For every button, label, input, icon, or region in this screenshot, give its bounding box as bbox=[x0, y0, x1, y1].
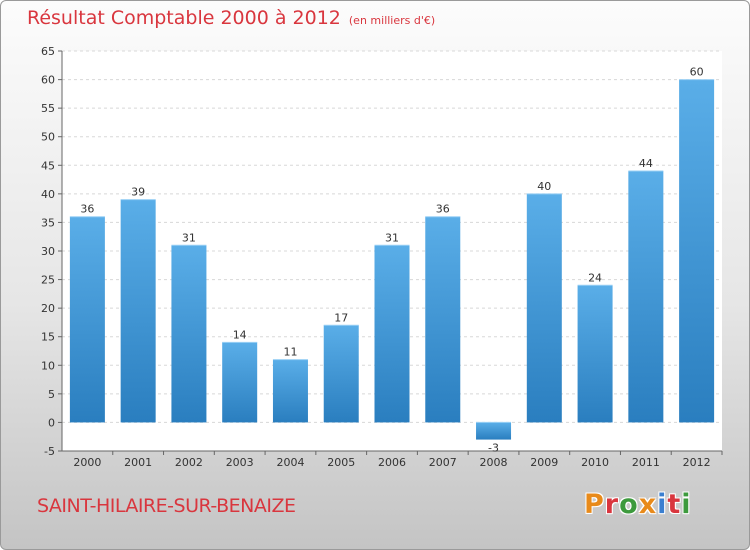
y-tick-label: 65 bbox=[41, 45, 55, 58]
value-label: 44 bbox=[639, 157, 653, 170]
bar-2006 bbox=[374, 245, 410, 423]
value-label: 17 bbox=[334, 311, 348, 324]
logo-letter: i bbox=[681, 489, 692, 520]
value-label: -3 bbox=[488, 442, 499, 455]
value-label: 31 bbox=[385, 231, 399, 244]
x-tick-label: 2004 bbox=[276, 456, 304, 469]
x-tick-label: 2003 bbox=[226, 456, 254, 469]
y-tick-label: 55 bbox=[41, 102, 55, 115]
value-label: 36 bbox=[80, 203, 94, 216]
y-tick-label: -5 bbox=[44, 445, 55, 458]
chart-title: Résultat Comptable 2000 à 2012 (en millie… bbox=[27, 7, 435, 29]
x-tick-label: 2007 bbox=[429, 456, 457, 469]
x-tick-label: 2008 bbox=[480, 456, 508, 469]
bar-2004 bbox=[272, 359, 308, 423]
logo-letter: P bbox=[584, 489, 605, 520]
x-tick-label: 2005 bbox=[327, 456, 355, 469]
x-tick-label: 2010 bbox=[581, 456, 609, 469]
commune-name: SAINT-HILAIRE-SUR-BENAIZE bbox=[37, 495, 296, 517]
x-tick-label: 2006 bbox=[378, 456, 406, 469]
x-tick-label: 2009 bbox=[530, 456, 558, 469]
value-label: 60 bbox=[690, 66, 704, 79]
value-label: 31 bbox=[182, 231, 196, 244]
logo-letter: i bbox=[657, 489, 668, 520]
y-tick-label: 35 bbox=[41, 216, 55, 229]
proxiti-logo: Proxiti bbox=[584, 489, 692, 520]
bar-2005 bbox=[323, 325, 359, 423]
value-label: 24 bbox=[588, 271, 602, 284]
bar-2011 bbox=[628, 171, 664, 423]
bar-2000 bbox=[69, 216, 105, 423]
chart-subtitle: (en milliers d'€) bbox=[348, 14, 436, 27]
value-label: 11 bbox=[283, 346, 297, 359]
bar-2008 bbox=[476, 422, 512, 440]
bar-2007 bbox=[425, 216, 461, 423]
x-tick-label: 2000 bbox=[73, 456, 101, 469]
y-tick-label: 60 bbox=[41, 74, 55, 87]
y-tick-label: 20 bbox=[41, 302, 55, 315]
x-tick-label: 2002 bbox=[175, 456, 203, 469]
y-tick-label: 15 bbox=[41, 331, 55, 344]
y-tick-label: 5 bbox=[48, 388, 55, 401]
logo-letter: x bbox=[638, 489, 658, 520]
x-tick-label: 2012 bbox=[683, 456, 711, 469]
bar-2010 bbox=[577, 285, 613, 423]
bar-2003 bbox=[222, 342, 258, 423]
bar-2001 bbox=[120, 199, 156, 423]
logo-letter: t bbox=[667, 489, 682, 520]
plot-area: -5 0 5 10 15 20 25 30 35 40 45 50 55 60 65 36 2000 39 2001… bbox=[41, 45, 723, 469]
x-tick-label: 2001 bbox=[124, 456, 152, 469]
y-tick-label: 45 bbox=[41, 159, 55, 172]
bar-2009 bbox=[526, 193, 562, 423]
chart-title-text: Résultat Comptable 2000 à 2012 bbox=[27, 7, 341, 29]
y-tick-label: 0 bbox=[48, 416, 55, 429]
y-tick-label: 40 bbox=[41, 188, 55, 201]
y-tick-label: 50 bbox=[41, 131, 55, 144]
value-label: 36 bbox=[436, 203, 450, 216]
value-label: 14 bbox=[233, 328, 247, 341]
value-label: 39 bbox=[131, 186, 145, 199]
y-tick-label: 30 bbox=[41, 245, 55, 258]
bar-2002 bbox=[171, 245, 207, 423]
x-tick-label: 2011 bbox=[632, 456, 660, 469]
bar-2012 bbox=[679, 79, 715, 423]
logo-letter: o bbox=[619, 489, 639, 520]
value-label: 40 bbox=[537, 180, 551, 193]
y-tick-label: 25 bbox=[41, 274, 55, 287]
logo-letter: r bbox=[604, 489, 620, 520]
y-tick-label: 10 bbox=[41, 359, 55, 372]
